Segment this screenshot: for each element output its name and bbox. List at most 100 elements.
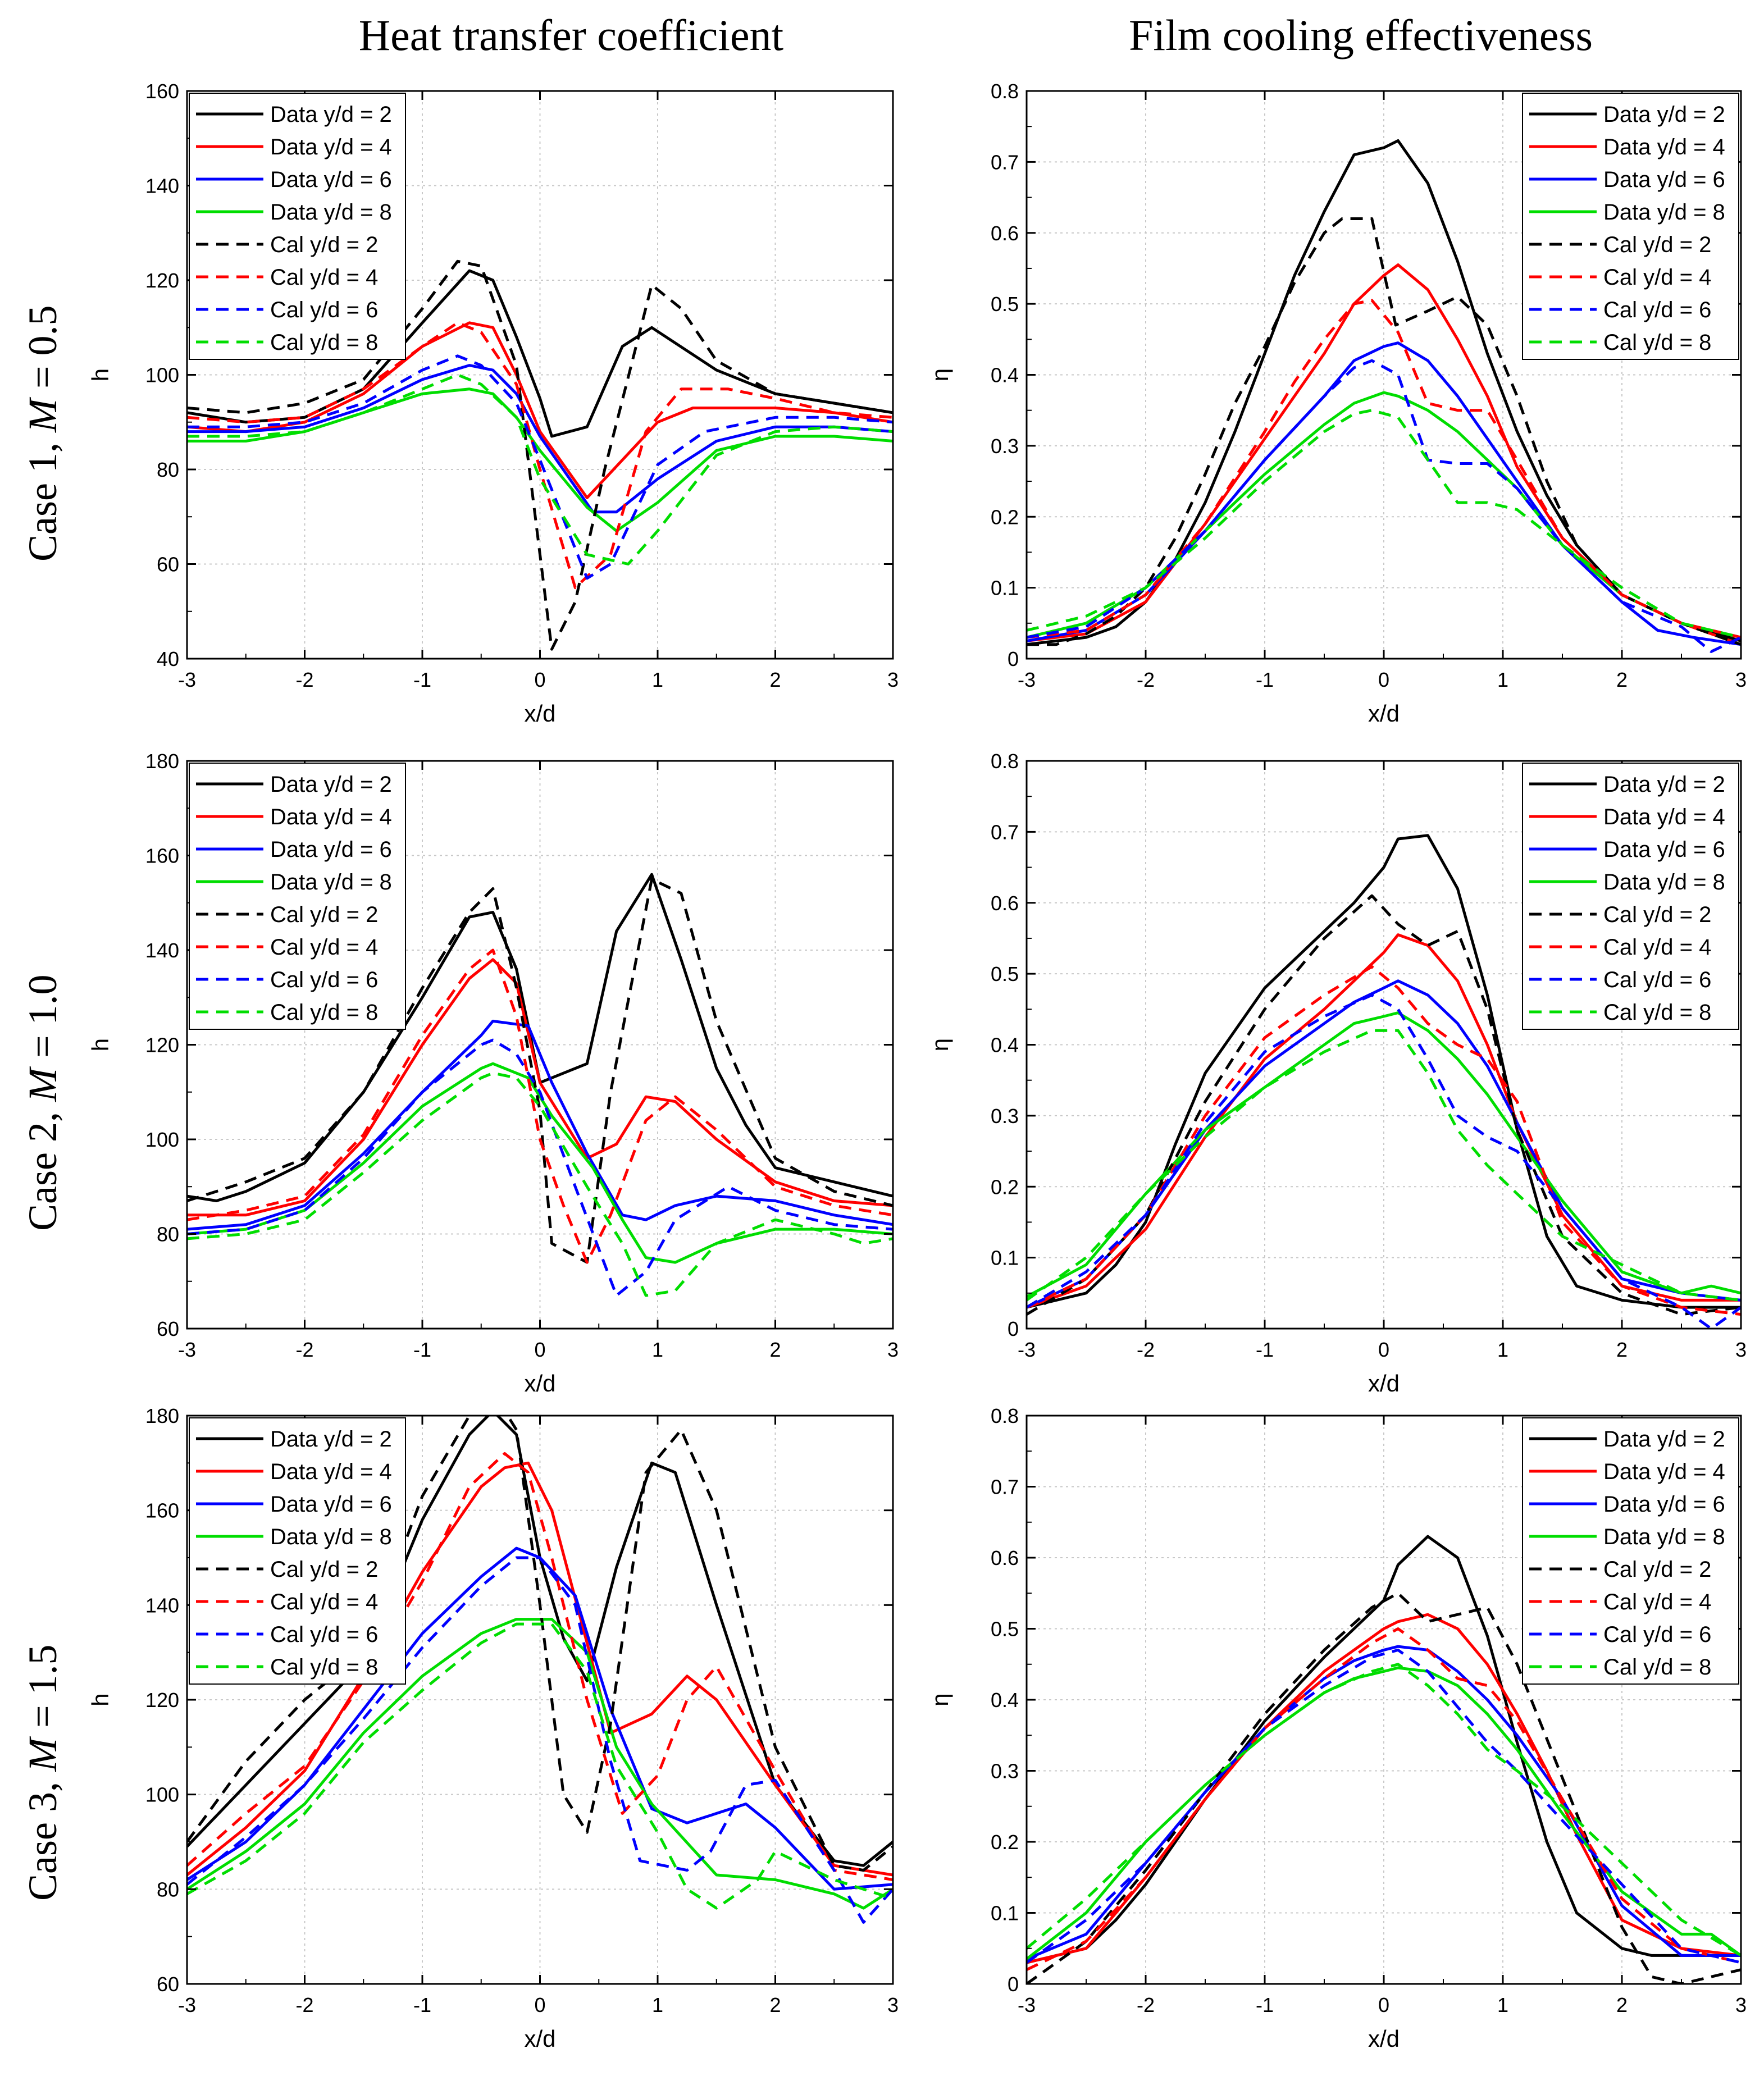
legend-box: [1522, 93, 1739, 360]
x-tick-label: 0: [534, 668, 545, 691]
y-tick-label: 0.6: [991, 892, 1019, 915]
x-tick-label: 0: [534, 1338, 545, 1361]
legend-label: Cal y/d = 6: [1603, 968, 1711, 992]
legend-box: [189, 93, 406, 360]
legend-label: Cal y/d = 8: [270, 330, 378, 355]
y-tick-label: 100: [145, 1783, 179, 1806]
legend-label: Data y/d = 8: [1603, 1525, 1725, 1549]
y-tick-label: 0.5: [991, 293, 1019, 316]
y-tick-label: 0.5: [991, 962, 1019, 985]
x-axis-label: x/d: [1368, 1370, 1400, 1397]
x-tick-label: -2: [295, 1993, 313, 2016]
x-tick-label: -1: [413, 668, 431, 691]
legend-label: Cal y/d = 2: [1603, 902, 1711, 927]
legend-label: Cal y/d = 8: [270, 1655, 378, 1680]
y-tick-label: 0.3: [991, 1760, 1019, 1783]
legend-label: Cal y/d = 6: [1603, 1622, 1711, 1647]
legend-label: Cal y/d = 6: [270, 298, 378, 322]
legend-box: [1522, 763, 1739, 1030]
series-line-data-y-d-8: [187, 387, 893, 532]
legend-label: Data y/d = 6: [270, 1492, 392, 1517]
x-tick-label: -3: [1018, 1993, 1036, 2016]
y-tick-label: 0.5: [991, 1618, 1019, 1641]
y-tick-label: 0.7: [991, 150, 1019, 174]
legend: Data y/d = 2 Data y/d = 4 Data y/d = 6 Data…: [189, 763, 406, 1030]
series-line-cal-y-d-8: [187, 1622, 893, 1910]
legend-label: Cal y/d = 2: [270, 232, 378, 257]
x-tick-label: -2: [1137, 1993, 1155, 2016]
x-tick-label: 2: [769, 668, 781, 691]
y-axis-label: η: [927, 1693, 953, 1706]
x-axis-label: x/d: [524, 2025, 555, 2052]
y-tick-label: 0: [1008, 647, 1019, 670]
series-group: [187, 259, 893, 651]
x-axis-label: x/d: [524, 700, 555, 727]
y-axis-label: h: [87, 1693, 113, 1706]
y-tick-label: 0.4: [991, 1689, 1019, 1712]
series-line-cal-y-d-2: [1027, 894, 1741, 1316]
series-line-data-y-d-6: [187, 1019, 893, 1231]
legend-label: Data y/d = 8: [270, 870, 392, 895]
chart-panel-5: -3 -2 -1 0 1 2 3 60 80 100 120 140 160 180 x/d h Data y/…: [87, 1404, 899, 2052]
legend-label: Data y/d = 8: [1603, 870, 1725, 895]
y-tick-label: 0.3: [991, 435, 1019, 458]
y-tick-label: 0.3: [991, 1105, 1019, 1128]
y-axis-label: h: [87, 1038, 113, 1051]
series-line-cal-y-d-6: [187, 1556, 893, 1924]
legend-label: Cal y/d = 4: [270, 265, 378, 290]
x-tick-label: 1: [1497, 1338, 1508, 1361]
legend-label: Data y/d = 2: [1603, 772, 1725, 797]
x-tick-label: -2: [295, 668, 313, 691]
legend-label: Cal y/d = 2: [270, 902, 378, 927]
legend-label: Cal y/d = 4: [1603, 265, 1711, 290]
x-tick-label: -1: [413, 1338, 431, 1361]
y-tick-label: 0.1: [991, 1902, 1019, 1925]
y-tick-label: 40: [157, 647, 179, 670]
x-tick-label: 1: [652, 1993, 663, 2016]
series-line-data-y-d-6: [1027, 1645, 1741, 1961]
y-tick-label: 60: [157, 1317, 179, 1340]
legend-label: Data y/d = 4: [1603, 805, 1725, 829]
legend-label: Cal y/d = 8: [270, 1000, 378, 1025]
x-tick-label: 3: [1735, 1993, 1747, 2016]
y-tick-label: 0.1: [991, 577, 1019, 600]
y-tick-label: 120: [145, 1034, 179, 1057]
legend-label: Cal y/d = 6: [270, 1622, 378, 1647]
y-tick-label: 0.8: [991, 1404, 1019, 1427]
x-tick-label: -2: [1137, 1338, 1155, 1361]
y-tick-label: 0: [1008, 1973, 1019, 1996]
y-tick-label: 0.4: [991, 364, 1019, 387]
y-tick-label: 0.6: [991, 222, 1019, 245]
x-tick-label: 0: [1378, 668, 1389, 691]
legend-label: Data y/d = 2: [270, 772, 392, 797]
x-tick-label: 0: [534, 1993, 545, 2016]
x-tick-label: -3: [178, 1993, 196, 2016]
x-tick-label: 3: [887, 1993, 899, 2016]
y-tick-label: 60: [157, 553, 179, 576]
x-tick-label: -1: [1256, 1338, 1274, 1361]
legend-label: Data y/d = 8: [270, 1525, 392, 1549]
x-tick-label: -3: [178, 1338, 196, 1361]
y-tick-label: 80: [157, 1223, 179, 1246]
series-line-data-y-d-4: [1027, 1613, 1741, 1964]
series-line-cal-y-d-8: [187, 1071, 893, 1297]
y-tick-label: 160: [145, 1499, 179, 1522]
y-axis-label: h: [87, 368, 113, 381]
x-tick-label: -1: [1256, 668, 1274, 691]
series-line-data-y-d-4: [187, 321, 893, 499]
series-group: [1027, 139, 1741, 653]
series-line-cal-y-d-4: [187, 948, 893, 1264]
x-axis-label: x/d: [1368, 700, 1400, 727]
y-tick-label: 0.2: [991, 1175, 1019, 1198]
legend-label: Data y/d = 4: [1603, 1459, 1725, 1484]
series-group: [1027, 1535, 1741, 1984]
y-tick-label: 140: [145, 175, 179, 198]
series-line-data-y-d-2: [1027, 834, 1741, 1309]
chart-panel-2: -3 -2 -1 0 1 2 3 0 0.1 0.2 0.3 0.4 0.5 0.6 0.7 0.8 x/d η D…: [927, 80, 1747, 727]
legend-label: Cal y/d = 6: [1603, 298, 1711, 322]
y-tick-label: 0: [1008, 1317, 1019, 1340]
y-tick-label: 160: [145, 80, 179, 103]
x-tick-label: 2: [1616, 1993, 1628, 2016]
x-tick-label: 1: [1497, 1993, 1508, 2016]
